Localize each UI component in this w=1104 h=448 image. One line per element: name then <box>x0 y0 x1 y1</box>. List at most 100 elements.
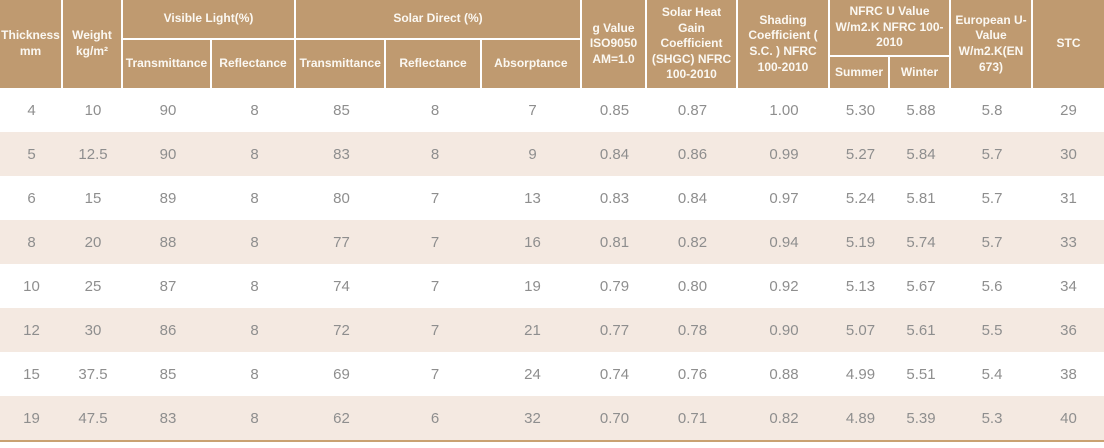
table-cell: 5.8 <box>981 101 1003 119</box>
table-cell: 38 <box>1060 365 1077 383</box>
table-row: 8 20 88 8 77 7 16 0.81 0.82 0.94 5.19 5.74 5.7 33 <box>0 220 1104 264</box>
table-cell: 5.27 <box>845 145 876 163</box>
table-cell: 8 <box>250 145 259 163</box>
col-header-solar-direct: Solar Direct (%) <box>296 0 580 40</box>
table-cell: 0.92 <box>769 277 799 295</box>
table-cell: 5.81 <box>906 189 936 207</box>
table-row: 4 10 90 8 85 8 7 0.85 0.87 1.00 5.30 5.88 5.8 29 <box>0 88 1104 132</box>
table-cell: 8 <box>250 365 259 383</box>
table-cell: 5.7 <box>981 233 1003 251</box>
table-cell: 5.84 <box>906 145 936 163</box>
table-cell: 0.74 <box>599 365 630 383</box>
table-cell: 0.94 <box>769 233 799 251</box>
table-body: 4 10 90 8 85 8 7 0.85 0.87 1.00 5.30 5.88 5.8 29 5 12.5… <box>0 88 1104 442</box>
table-cell: 0.85 <box>599 101 630 119</box>
table-cell: 5.88 <box>906 101 936 119</box>
col-header-summer: Summer <box>830 57 891 88</box>
table-cell: 7 <box>430 277 440 295</box>
table-cell: 19 <box>23 409 40 427</box>
table-cell: 89 <box>159 189 177 207</box>
col-header-sd-transmittance: Transmittance <box>296 40 387 88</box>
table-cell: 5 <box>27 145 36 163</box>
col-header-vl-transmittance: Transmittance <box>123 40 212 88</box>
table-cell: 85 <box>333 101 350 119</box>
table-cell: 0.78 <box>677 321 708 339</box>
table-cell: 7 <box>430 233 440 251</box>
table-cell: 62 <box>333 409 350 427</box>
col-header-weight: Weight kg/m² <box>63 0 123 88</box>
table-cell: 20 <box>84 233 102 251</box>
table-cell: 8 <box>250 321 259 339</box>
col-header-shading-coefficient: Shading Coefficient ( S.C. ) NFRC 100-20… <box>738 0 830 88</box>
col-header-g-value: g Value ISO9050 AM=1.0 <box>582 0 647 88</box>
table-row: 5 12.5 90 8 83 8 9 0.84 0.86 0.99 5.27 5.84 5.7 30 <box>0 132 1104 176</box>
table-cell: 34 <box>1060 277 1077 295</box>
table-cell: 25 <box>84 277 102 295</box>
table-cell: 36 <box>1060 321 1077 339</box>
table-cell: 0.84 <box>599 145 630 163</box>
table-cell: 21 <box>524 321 541 339</box>
table-cell: 77 <box>333 233 350 251</box>
table-cell: 83 <box>159 409 177 427</box>
table-cell: 0.81 <box>599 233 630 251</box>
table-cell: 7 <box>528 101 537 119</box>
table-cell: 0.99 <box>769 145 799 163</box>
table-cell: 0.83 <box>599 189 630 207</box>
table-cell: 8 <box>250 189 259 207</box>
table-cell: 5.24 <box>845 189 876 207</box>
col-header-sd-reflectance: Reflectance <box>386 40 482 88</box>
table-cell: 5.39 <box>906 409 936 427</box>
table-header: Thickness mm Weight kg/m² Visible Light(… <box>0 0 1104 88</box>
table-cell: 5.19 <box>845 233 876 251</box>
table-cell: 8 <box>27 233 36 251</box>
table-cell: 0.82 <box>769 409 799 427</box>
table-cell: 8 <box>250 409 259 427</box>
table-cell: 31 <box>1060 189 1077 207</box>
table-cell: 4 <box>27 101 36 119</box>
table-cell: 24 <box>524 365 541 383</box>
visible-light-subheaders: Transmittance Reflectance <box>123 40 294 88</box>
table-cell: 1.00 <box>769 101 799 119</box>
table-cell: 5.5 <box>981 321 1003 339</box>
table-row: 10 25 87 8 74 7 19 0.79 0.80 0.92 5.13 5.67 5.6 34 <box>0 264 1104 308</box>
col-header-thickness: Thickness mm <box>0 0 63 88</box>
table-cell: 0.80 <box>677 277 708 295</box>
table-cell: 47.5 <box>78 409 108 427</box>
table-cell: 8 <box>430 145 440 163</box>
col-header-stc: STC <box>1033 0 1104 88</box>
table-cell: 30 <box>84 321 102 339</box>
table-cell: 8 <box>250 101 259 119</box>
table-cell: 15 <box>23 365 40 383</box>
col-header-shgc: Solar Heat Gain Coefficient (SHGC) NFRC … <box>647 0 738 88</box>
table-cell: 10 <box>23 277 40 295</box>
table-cell: 90 <box>159 101 177 119</box>
table-cell: 5.30 <box>845 101 876 119</box>
table-cell: 0.79 <box>599 277 630 295</box>
table-cell: 37.5 <box>78 365 108 383</box>
table-cell: 9 <box>528 145 537 163</box>
table-cell: 7 <box>430 321 440 339</box>
table-cell: 5.74 <box>906 233 936 251</box>
table-cell: 12.5 <box>78 145 108 163</box>
table-cell: 0.82 <box>677 233 708 251</box>
col-header-nfrc-u-value: NFRC U Value W/m2.K NFRC 100-2010 <box>830 0 949 57</box>
table-cell: 80 <box>333 189 350 207</box>
table-cell: 5.07 <box>845 321 876 339</box>
table-cell: 0.84 <box>677 189 708 207</box>
table-cell: 32 <box>524 409 541 427</box>
col-header-vl-reflectance: Reflectance <box>219 56 287 71</box>
table-cell: 90 <box>159 145 177 163</box>
table-cell: 5.13 <box>845 277 876 295</box>
nfrc-subheaders: Summer Winter <box>830 57 949 88</box>
table-cell: 10 <box>84 101 102 119</box>
table-cell: 12 <box>23 321 40 339</box>
table-cell: 30 <box>1060 145 1077 163</box>
table-cell: 5.7 <box>981 145 1003 163</box>
col-header-visible-light: Visible Light(%) <box>123 0 294 40</box>
table-cell: 88 <box>159 233 177 251</box>
table-cell: 8 <box>430 101 440 119</box>
table-cell: 5.51 <box>906 365 936 383</box>
table-cell: 0.87 <box>677 101 708 119</box>
table-cell: 7 <box>430 189 440 207</box>
